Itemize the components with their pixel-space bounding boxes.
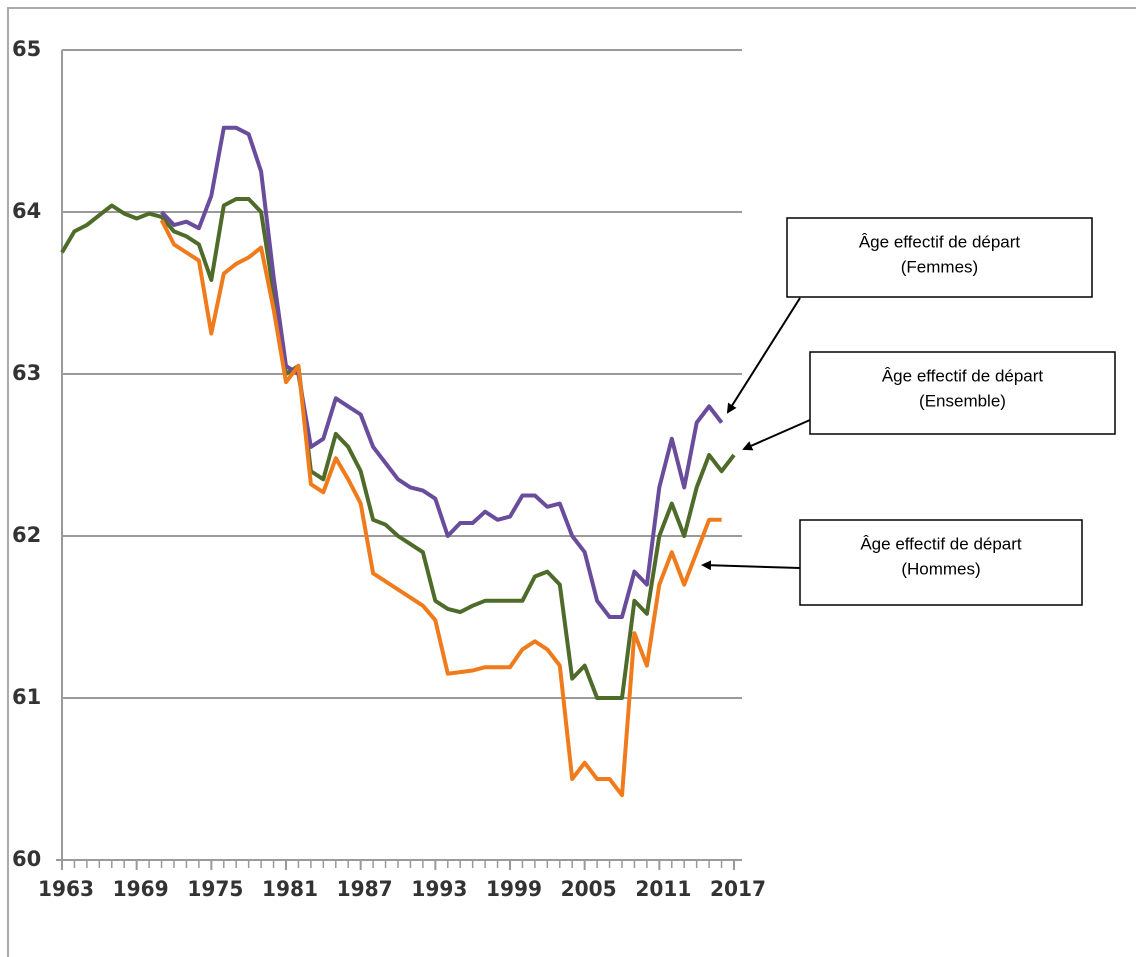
y-tick-label: 63 <box>12 361 41 385</box>
callout-text: (Ensemble) <box>919 391 1006 410</box>
callout-text: Âge effectif de départ <box>859 232 1021 251</box>
x-tick-label: 1987 <box>337 877 393 901</box>
callout-box <box>809 351 1116 435</box>
callout-box <box>799 519 1083 606</box>
callout-arrow <box>726 297 801 414</box>
series-line <box>160 125 724 619</box>
x-tick-label: 2005 <box>561 877 617 901</box>
callout-text: (Hommes) <box>901 559 980 578</box>
x-tick-label: 1999 <box>486 877 542 901</box>
x-tick-label: 1975 <box>187 877 243 901</box>
x-tick-label: 2017 <box>710 877 766 901</box>
series-line <box>159 219 722 798</box>
x-tick-label: 1993 <box>411 877 467 901</box>
y-tick-label: 60 <box>12 847 41 871</box>
callout-text: Âge effectif de départ <box>860 534 1022 553</box>
callout-arrow <box>701 560 801 571</box>
y-tick-label: 64 <box>12 199 41 223</box>
callout-text: (Femmes) <box>901 257 978 276</box>
callout-arrow <box>742 419 811 451</box>
x-tick-label: 1969 <box>113 877 169 901</box>
series-line <box>60 197 736 700</box>
callout-box <box>786 217 1093 298</box>
x-tick-label: 1963 <box>38 877 94 901</box>
callout-text: Âge effectif de départ <box>882 366 1044 385</box>
x-tick-label: 2011 <box>635 877 691 901</box>
frame <box>7 7 1136 957</box>
y-tick-label: 65 <box>12 37 41 61</box>
y-tick-label: 62 <box>12 523 41 547</box>
x-tick-label: 1981 <box>262 877 318 901</box>
y-tick-label: 61 <box>12 685 41 709</box>
